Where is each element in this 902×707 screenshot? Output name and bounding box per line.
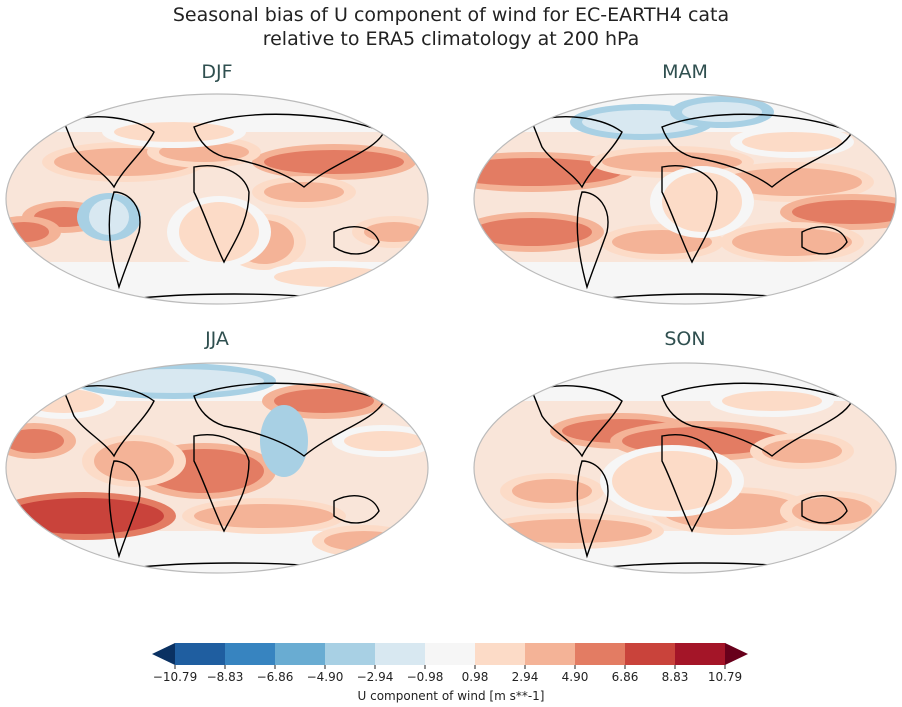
bias-contour [264,150,404,174]
bias-contour [492,519,652,543]
bias-contour [194,504,334,528]
bias-contour [264,182,344,202]
coastline [63,385,155,458]
colorbar-segment [675,643,726,665]
coastline [801,495,848,524]
bias-contour [364,222,424,242]
colorbar [152,643,748,669]
colorbar-tick-label: −4.90 [306,670,344,684]
coastline [576,460,609,559]
bias-contour [762,439,842,463]
bias-contour [792,200,896,224]
coastline [531,116,623,189]
bias-contour [272,411,296,471]
figure-title-line2: relative to ERA5 climatology at 200 hPa [262,28,640,50]
colorbar-tick-label: 0.98 [461,670,489,684]
coastline [193,113,385,188]
bias-contour [114,122,234,142]
bias-contour [324,531,404,551]
coastline [576,191,609,290]
coastline [661,113,853,188]
coastline [661,434,718,533]
map-border [5,93,429,305]
coastline [661,165,718,264]
colorbar-segment [225,643,276,665]
colorbar-tick-label: 4.90 [561,670,589,684]
colorbar-segment [275,643,326,665]
colorbar-under-arrow [152,643,175,665]
colorbar-segment [175,643,226,665]
colorbar-segment [575,643,626,665]
map-djf [5,93,429,305]
colorbar-segment [425,643,476,665]
bias-contour [474,158,622,186]
coastline [333,495,380,524]
panel-title-son: SON [664,328,706,350]
coastline [108,460,141,559]
colorbar-tick-label: 6.86 [611,670,639,684]
coastline [333,226,380,255]
colorbar-segment [475,643,526,665]
coastline [661,382,853,457]
map-border [473,362,897,574]
colorbar-tick-label: 2.94 [511,670,539,684]
colorbar-segment [625,643,676,665]
colorbar-tick-label: 8.83 [661,670,689,684]
map-jja [5,362,429,574]
bias-contour [274,267,394,287]
coastline [63,116,155,189]
map-son [473,362,897,574]
panel-title-jja: JJA [205,328,229,350]
coastline [193,434,250,533]
bias-contour [474,218,592,246]
colorbar-segment [375,643,426,665]
colorbar-tick-label: 10.79 [707,670,743,684]
colorbar-tick-label: −0.98 [406,670,444,684]
coastline [531,385,623,458]
bias-contour [84,369,264,393]
colorbar-tick-label: −10.79 [152,670,198,684]
bias-contour [732,228,852,256]
map-mam [473,93,897,305]
coastline [801,226,848,255]
bias-contour [274,389,374,413]
coastline [193,382,385,457]
bias-contour [94,441,174,481]
map-border [473,93,897,305]
coastline [193,165,250,264]
colorbar-tick-label: −8.83 [206,670,244,684]
bias-contour [6,429,64,453]
colorbar-label: U component of wind [m s**-1] [357,689,545,703]
bias-contour [512,479,592,503]
coastline [108,191,141,290]
colorbar-tick-label: −6.86 [256,670,294,684]
bias-contour [742,132,842,152]
bias-contour [179,202,259,262]
bias-contour [662,172,742,232]
bias-contour [612,451,732,511]
map-border [5,362,429,574]
bias-contour [792,497,872,525]
colorbar-segment [325,643,376,665]
panel-title-djf: DJF [201,61,233,83]
bias-contour [722,168,862,196]
bias-contour [6,498,164,534]
bias-contour [682,102,762,122]
colorbar-segment [525,643,576,665]
panel-title-mam: MAM [662,61,708,83]
colorbar-over-arrow [725,643,748,665]
colorbar-tick-label: −2.94 [356,670,394,684]
bias-contour [344,431,424,451]
bias-contour [722,391,822,411]
bias-contour [24,389,104,413]
figure-title-line1: Seasonal bias of U component of wind for… [172,4,730,26]
